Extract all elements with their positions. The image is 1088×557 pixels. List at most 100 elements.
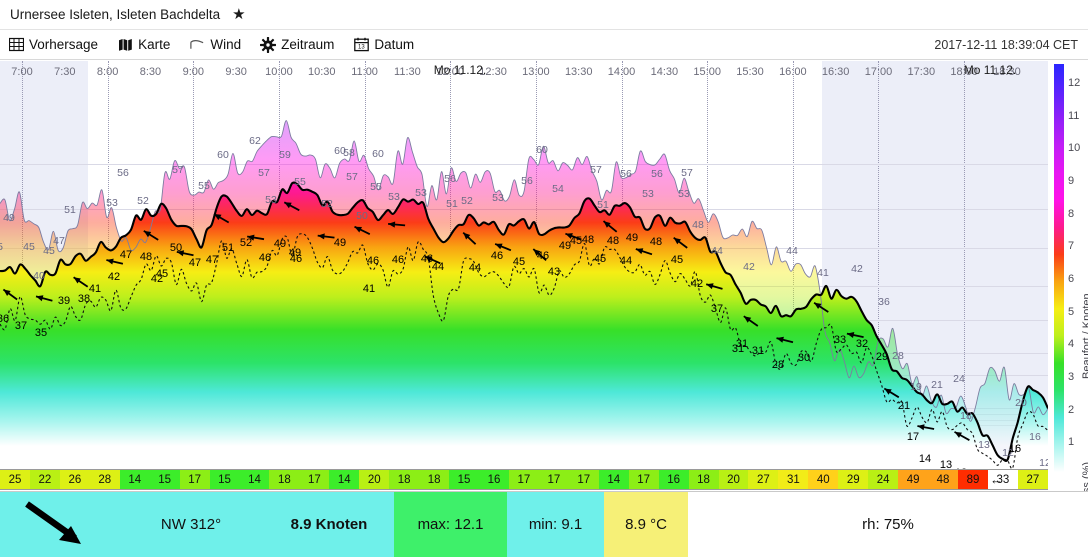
gustiness-cell[interactable]: ← 33 bbox=[987, 470, 1018, 489]
wind-arrow bbox=[388, 221, 406, 228]
wind-direction-arrows bbox=[2, 201, 970, 441]
beaufort-tick-label: 10 bbox=[1068, 142, 1081, 155]
x-axis-tick-label: 16:30 bbox=[821, 66, 850, 78]
beaufort-tick-label: 1 bbox=[1068, 436, 1075, 449]
gustiness-cell[interactable]: 17 bbox=[299, 470, 330, 489]
gustiness-cell[interactable]: 14 bbox=[329, 470, 360, 489]
gustiness-cell[interactable]: 20 bbox=[718, 470, 749, 489]
wind-arrow bbox=[354, 225, 371, 236]
menu-item-zeitraum[interactable]: Zeitraum bbox=[252, 30, 345, 59]
x-axis-tick-label: 18:00 bbox=[950, 66, 978, 78]
wind-arrow bbox=[317, 233, 335, 240]
menu-item-datum[interactable]: 13 Datum bbox=[345, 30, 425, 59]
wind-arrow bbox=[73, 276, 89, 288]
x-axis-tick-label: 14:00 bbox=[607, 66, 636, 78]
gustiness-cell[interactable]: 18 bbox=[688, 470, 719, 489]
x-axis-tick-label: 15:00 bbox=[693, 66, 721, 78]
wind-arrow bbox=[106, 258, 124, 265]
gustiness-cell[interactable]: 31 bbox=[778, 470, 809, 489]
wind-arrow bbox=[462, 231, 477, 245]
menu-item-karte-label: Karte bbox=[138, 36, 171, 52]
gustiness-cell[interactable]: 18 bbox=[269, 470, 300, 489]
gustiness-cell[interactable]: 18 bbox=[419, 470, 450, 489]
gustiness-cell[interactable]: 48 bbox=[928, 470, 958, 489]
gustiness-cell[interactable]: 26 bbox=[59, 470, 90, 489]
wind-chart: 4954551474540565352575560625753595552605… bbox=[0, 61, 1088, 531]
horizontal-gridline bbox=[0, 164, 1048, 166]
wind-arrow bbox=[673, 236, 688, 249]
vertical-gridline bbox=[878, 61, 880, 475]
gustiness-cell[interactable]: 16 bbox=[479, 470, 509, 489]
menu-item-wind-label: Wind bbox=[210, 36, 242, 52]
star-icon[interactable]: ★ bbox=[232, 6, 246, 23]
x-axis-tick-label: 16:00 bbox=[779, 66, 807, 78]
menu-item-karte[interactable]: Karte bbox=[109, 30, 181, 59]
wind-arrow bbox=[35, 295, 53, 302]
wind-arrow bbox=[176, 250, 194, 257]
chart-curves bbox=[0, 120, 1048, 475]
wind-arrow bbox=[247, 234, 265, 241]
gustiness-cell[interactable]: 14 bbox=[598, 470, 629, 489]
gustiness-cell[interactable]: 25 bbox=[0, 470, 30, 489]
gustiness-cell[interactable]: 27 bbox=[1017, 470, 1048, 489]
x-axis-tick-label: 7:30 bbox=[54, 66, 76, 78]
chart-plot-area[interactable]: 4954551474540565352575560625753595552605… bbox=[0, 61, 1048, 475]
gustiness-cell[interactable]: 29 bbox=[838, 470, 869, 489]
wind-icon bbox=[189, 37, 205, 53]
gustiness-cell[interactable]: 17 bbox=[568, 470, 599, 489]
beaufort-tick-label: 3 bbox=[1068, 371, 1075, 383]
page-title: Urnersee Isleten, Isleten Bachdelta bbox=[10, 7, 221, 22]
gustiness-cell[interactable]: 15 bbox=[209, 470, 240, 489]
calendar-icon: 13 bbox=[353, 37, 369, 53]
menu-item-vorhersage[interactable]: Vorhersage bbox=[0, 30, 109, 59]
gustiness-cell[interactable]: 28 bbox=[89, 470, 120, 489]
gustiness-cell[interactable]: 22 bbox=[29, 470, 60, 489]
menu-item-wind[interactable]: Wind bbox=[181, 30, 252, 59]
gustiness-cell[interactable]: 17 bbox=[508, 470, 539, 489]
beaufort-tick-label: 5 bbox=[1068, 305, 1075, 318]
x-axis-tick-label: 9:30 bbox=[225, 66, 247, 78]
wind-arrow bbox=[602, 220, 618, 233]
gustiness-cell[interactable]: 17 bbox=[628, 470, 659, 489]
gustiness-strip[interactable]: 25 22 26 28 14 15 17 15 14 18 17 14 20 18 18 15 16 17 17 17… bbox=[0, 469, 1048, 490]
x-axis-tick-label: 13:00 bbox=[522, 66, 550, 78]
gustiness-cell[interactable]: 20 bbox=[359, 470, 390, 489]
gustiness-cell[interactable]: 24 bbox=[868, 470, 899, 489]
gustiness-cell[interactable]: 40 bbox=[808, 470, 839, 489]
beaufort-tick-label: 9 bbox=[1068, 175, 1075, 187]
gustiness-cell[interactable]: 18 bbox=[389, 470, 420, 489]
menubar: Vorhersage Karte Wind bbox=[0, 30, 1088, 60]
wind-arrow bbox=[743, 315, 759, 327]
gustiness-cell[interactable]: 17 bbox=[179, 470, 210, 489]
beaufort-tick-label: 6 bbox=[1068, 273, 1075, 285]
gustiness-cell[interactable]: 16 bbox=[658, 470, 689, 489]
x-axis-tick-label: 8:00 bbox=[96, 66, 119, 78]
gustiness-cell[interactable]: 17 bbox=[538, 470, 569, 489]
beaufort-tick-label: 12 bbox=[1068, 77, 1081, 89]
temperature-value: 8.9 °C bbox=[604, 492, 688, 557]
wind-direction-arrow-icon bbox=[0, 492, 118, 557]
wind-arrow bbox=[635, 248, 653, 256]
x-axis-tick-label: 12:00 bbox=[436, 66, 464, 78]
gear-icon bbox=[260, 36, 277, 53]
gustiness-cell[interactable]: 15 bbox=[149, 470, 180, 489]
gustiness-cell[interactable]: 89 bbox=[958, 470, 988, 489]
gustiness-arrow-icon: ← bbox=[989, 472, 1003, 487]
gustiness-cell[interactable]: 49 bbox=[898, 470, 929, 489]
x-axis-tick-label: 10:30 bbox=[308, 66, 336, 78]
humidity-value: rh: 75% bbox=[688, 492, 1088, 557]
gustiness-cell[interactable]: 14 bbox=[239, 470, 270, 489]
x-axis-tick-label: 7:00 bbox=[11, 66, 33, 78]
x-axis-tick-label: 17:30 bbox=[907, 66, 936, 78]
gustiness-cell[interactable]: 14 bbox=[119, 470, 150, 489]
wind-arrow bbox=[705, 283, 723, 290]
titlebar: Urnersee Isleten, Isleten Bachdelta ★ bbox=[0, 0, 1088, 30]
right-axis-title: Beaufort / Knoten bbox=[1081, 293, 1088, 379]
timestamp: 2017-12-11 18:39:04 CET bbox=[934, 38, 1078, 52]
wind-min-value: min: 9.1 bbox=[507, 492, 604, 557]
x-axis-tick-label: 8:30 bbox=[139, 66, 162, 78]
day-label: Mo 11.12. bbox=[963, 63, 1017, 77]
gustiness-cell[interactable]: 27 bbox=[748, 470, 779, 489]
gustiness-cell[interactable]: 15 bbox=[449, 470, 479, 489]
